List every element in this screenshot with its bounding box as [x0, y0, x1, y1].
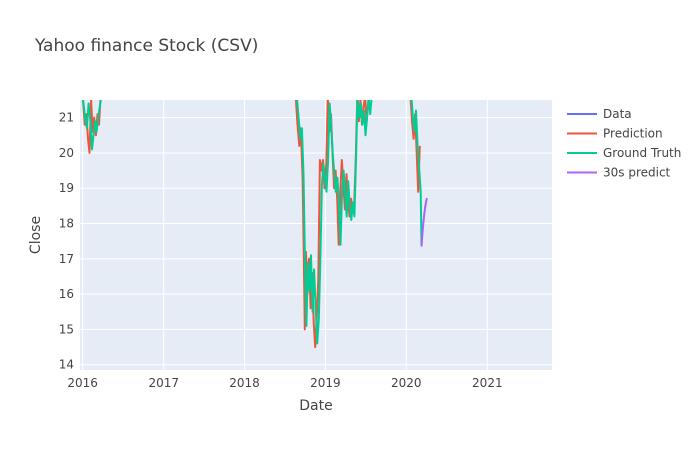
y-tick-label: 14	[59, 358, 74, 372]
grid	[80, 100, 552, 370]
legend-label: Prediction	[603, 127, 663, 141]
chart-title: Yahoo finance Stock (CSV)	[34, 36, 258, 56]
legend[interactable]: Data Prediction Ground Truth 30s predict	[567, 107, 681, 180]
series-layer	[81, 100, 428, 349]
y-tick-label: 17	[59, 252, 74, 266]
x-tick-label: 2017	[148, 376, 179, 390]
x-axis-title: Date	[299, 398, 332, 414]
legend-item-30s-predict[interactable]: 30s predict	[567, 166, 671, 180]
y-tick-label: 15	[59, 322, 74, 336]
y-tick-label: 16	[59, 287, 74, 301]
y-tick-label: 21	[59, 111, 74, 125]
y-tick-label: 20	[59, 146, 74, 160]
legend-label: Ground Truth	[603, 146, 681, 160]
legend-label: Data	[603, 107, 632, 121]
legend-item-ground-truth[interactable]: Ground Truth	[567, 146, 681, 160]
y-tick-label: 18	[59, 217, 74, 231]
legend-item-data[interactable]: Data	[567, 107, 632, 121]
x-tick-label: 2019	[310, 376, 341, 390]
x-tick-label: 2018	[229, 376, 260, 390]
series-line-30s-predict	[420, 197, 428, 247]
y-tick-label: 19	[59, 181, 74, 195]
legend-label: 30s predict	[603, 166, 671, 180]
x-tick-label: 2016	[67, 376, 98, 390]
legend-item-prediction[interactable]: Prediction	[567, 127, 663, 141]
series-line-ground-truth	[82, 100, 423, 345]
y-axis-title: Close	[28, 216, 44, 254]
x-tick-label: 2021	[472, 376, 503, 390]
x-tick-label: 2020	[391, 376, 422, 390]
